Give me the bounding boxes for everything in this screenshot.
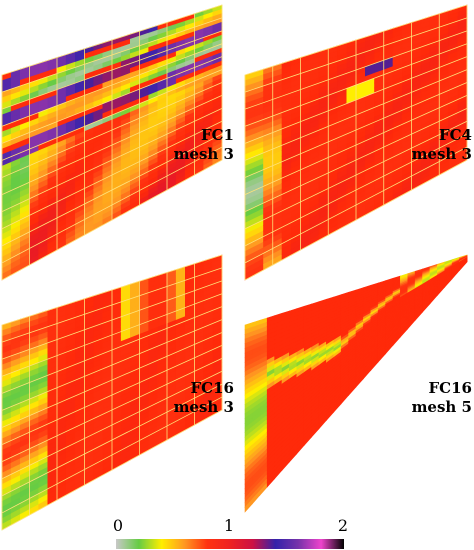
panel-label-fc4: FC4 mesh 3: [412, 126, 472, 164]
mesh-line-horizontal: [244, 82, 468, 178]
field-cell: [459, 261, 468, 272]
colorbar: [116, 539, 344, 549]
mesh-line-horizontal: [1, 17, 223, 93]
mesh-line-horizontal: [244, 159, 468, 281]
panel-label-fc4-line1: FC4: [438, 126, 472, 144]
mesh-line-horizontal: [1, 293, 223, 377]
colorbar-tick-1: 1: [223, 516, 235, 535]
mesh-line-horizontal: [244, 4, 468, 76]
mesh-line-horizontal: [1, 357, 223, 463]
mesh-line-horizontal: [244, 146, 468, 264]
mesh-line-horizontal: [1, 30, 223, 110]
panel-fc16-mesh3: [1, 254, 223, 531]
panel-label-fc16-mesh3-line1: FC16: [190, 379, 234, 397]
panel-label-fc1-line1: FC1: [200, 126, 234, 144]
panel-label-fc4-line2: mesh 3: [411, 145, 472, 163]
panel-label-fc16-mesh5-line2: mesh 5: [411, 398, 472, 416]
mesh-line-horizontal: [1, 4, 223, 76]
mesh-line-horizontal: [1, 345, 223, 445]
mesh-line-horizontal: [244, 43, 468, 127]
panel-label-fc1-line2: mesh 3: [173, 145, 234, 163]
mesh-line-horizontal: [1, 159, 223, 281]
panel-label-fc16-mesh5-line1: FC16: [428, 379, 472, 397]
panel-fc16-mesh5: [244, 254, 468, 513]
mesh-line-horizontal: [1, 120, 223, 230]
mesh-line-horizontal: [1, 107, 223, 213]
colorbar-tick-0: 0: [112, 516, 124, 535]
panel-label-fc16-mesh3-line2: mesh 3: [173, 398, 234, 416]
mesh-line-horizontal: [1, 370, 223, 480]
mesh-line-horizontal: [1, 82, 223, 178]
mesh-line-horizontal: [244, 30, 468, 110]
mesh-line-horizontal: [1, 56, 223, 144]
panel-label-fc16-mesh5: FC16 mesh 5: [412, 379, 472, 417]
colorbar-tick-2: 2: [337, 516, 349, 535]
panel-fc4-mesh3: [244, 4, 468, 281]
colorbar-gradient: [116, 539, 344, 549]
mesh-line-horizontal: [1, 332, 223, 428]
mesh-line-horizontal: [1, 319, 223, 411]
mesh-line-horizontal: [1, 133, 223, 247]
mesh-line-horizontal: [1, 306, 223, 394]
mesh-line-horizontal: [244, 107, 468, 213]
mesh-line-horizontal: [1, 383, 223, 497]
mesh-line-horizontal: [1, 95, 223, 195]
mesh-line-horizontal: [1, 43, 223, 127]
mesh-line-horizontal: [244, 69, 468, 161]
panel-label-fc1: FC1 mesh 3: [174, 126, 234, 164]
mesh-line-horizontal: [244, 17, 468, 93]
panel-label-fc16-mesh3: FC16 mesh 3: [174, 379, 234, 417]
mesh-line-horizontal: [244, 120, 468, 230]
mesh-line-horizontal: [1, 280, 223, 360]
mesh-line-horizontal: [244, 56, 468, 144]
mesh-line-horizontal: [1, 69, 223, 161]
mesh-line-horizontal: [244, 95, 468, 195]
mesh-line-horizontal: [1, 409, 223, 531]
mesh-line-horizontal: [1, 254, 223, 326]
mesh-line-horizontal: [1, 267, 223, 343]
panel-fc1-mesh3: [1, 4, 223, 281]
mesh-line-horizontal: [1, 146, 223, 264]
mesh-line-horizontal: [1, 396, 223, 514]
mesh-line-horizontal: [244, 133, 468, 247]
